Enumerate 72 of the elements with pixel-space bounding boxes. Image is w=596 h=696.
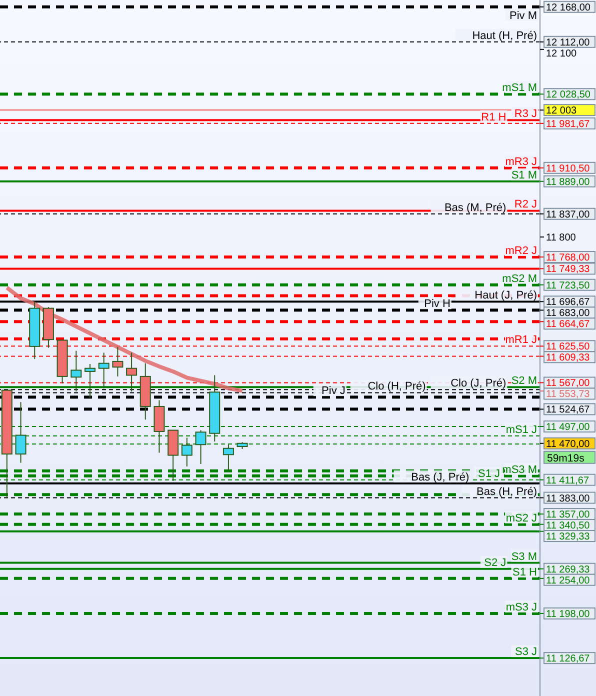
ref-line-label: R3 J — [514, 108, 537, 120]
y-tick-label: 11 497,00 — [546, 422, 590, 433]
y-tick-label: 12 112,00 — [546, 37, 590, 48]
ref-line-label: mS2 M — [502, 272, 537, 285]
ref-line-label: mR3 J — [505, 156, 537, 168]
y-tick-label: 11 411,67 — [546, 475, 590, 486]
y-tick-label: 11 524,67 — [546, 404, 590, 416]
y-tick-label: 12 168,00 — [546, 2, 591, 14]
ref-line-label: mS1 M — [502, 82, 537, 94]
y-tick-label: 11 383,00 — [546, 493, 590, 504]
y-tick-label: 11 126,67 — [546, 654, 590, 665]
ref-line-label: S2 M — [511, 375, 537, 388]
candlestick — [112, 346, 124, 377]
ref-line-label: Bas (M, Pré) — [444, 202, 506, 214]
ref-line-label: S3 M — [511, 550, 537, 563]
y-tick-label: 11 269,33 — [546, 564, 590, 576]
candlestick — [195, 430, 206, 464]
y-tick-label: 11 470,00 — [546, 438, 590, 450]
ref-line-label: S3 J — [514, 646, 537, 658]
ref-line-label: S1 M — [511, 169, 537, 182]
ref-line-label: Piv M — [510, 10, 537, 22]
ref-line-label: R2 J — [514, 198, 537, 211]
ref-line-label: S1 H — [512, 566, 538, 578]
y-tick-label: 11 553,73 — [546, 389, 590, 400]
y-tick-label: 11 625,50 — [546, 342, 590, 353]
y-tick-label: 11 910,50 — [546, 163, 590, 174]
ref-line-label: mS3 J — [506, 601, 537, 614]
ref-line-label: S1 J — [478, 468, 500, 480]
y-tick-label: 11 837,00 — [546, 209, 590, 220]
ref-line-label: Bas (H, Pré) — [476, 486, 537, 498]
y-tick-label: 11 340,50 — [546, 520, 590, 532]
y-tick-label: 11 800 — [546, 232, 576, 244]
text: 59m19s — [547, 452, 584, 464]
y-tick-label: 12 028,50 — [546, 90, 591, 101]
y-tick-label: 11 357,00 — [546, 510, 590, 521]
y-tick-label: 11 749,33 — [546, 264, 590, 276]
ref-line-label: Clo (J, Pré) — [450, 378, 506, 390]
y-tick-label: 11 889,00 — [546, 176, 590, 188]
ref-line-label: Clo (H, Pré) — [368, 380, 426, 393]
candlestick — [98, 352, 110, 389]
y-tick-label: 11 329,33 — [546, 532, 590, 543]
y-tick-label: 11 198,00 — [546, 608, 590, 620]
y-tick-label: 11 254,00 — [546, 575, 590, 586]
y-tick-label: 11 664,67 — [546, 319, 590, 330]
y-tick-label: 11 567,00 — [546, 378, 590, 390]
line-series — [4, 286, 244, 393]
ref-line-label: mR1 J — [505, 334, 537, 346]
candlestick — [222, 444, 234, 472]
y-tick-label: 11 981,67 — [546, 118, 590, 130]
candlestick — [181, 437, 192, 467]
candlestick — [15, 402, 26, 464]
ref-line-label: Bas (J, Pré) — [411, 471, 470, 484]
ref-line-label: Haut (J, Pré) — [474, 290, 537, 302]
candlestick — [70, 350, 82, 392]
y-tick-label: 12 003 — [546, 106, 578, 117]
ref-line-label: mS2 J — [506, 512, 537, 524]
y-tick-label: 11 609,33 — [546, 352, 590, 364]
ref-line-label: mS1 J — [506, 424, 537, 436]
ref-line-label: Haut (H, Pré) — [472, 30, 537, 42]
ref-line-label: R1 H — [481, 111, 506, 124]
candlestick — [126, 352, 138, 392]
ref-line-label: mS3 M — [502, 464, 537, 476]
y-tick-label: 11 696,67 — [546, 297, 590, 308]
y-tick-label: 11 768,00 — [546, 252, 590, 264]
ref-line-label: Piv H — [424, 298, 450, 310]
y-tick-label: 11 723,50 — [546, 280, 590, 292]
y-tick-label: 11 683,00 — [546, 308, 590, 320]
ref-line-label: S2 J — [484, 556, 506, 569]
ref-line-label: mR2 J — [505, 245, 537, 258]
ref-line-label: Piv J — [322, 385, 346, 398]
candlestick — [84, 363, 96, 398]
y-tick-label: 12 100 — [546, 48, 578, 60]
